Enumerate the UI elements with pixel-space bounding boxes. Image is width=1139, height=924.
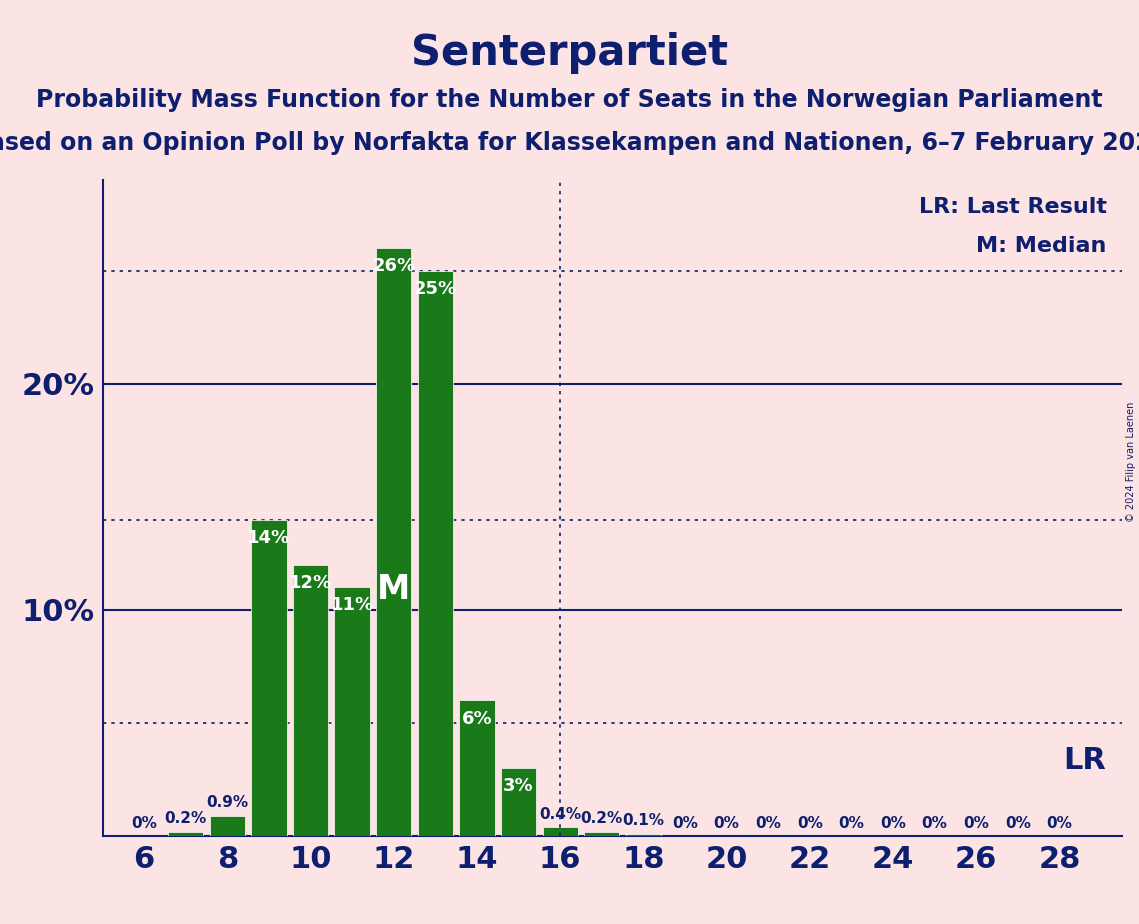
Text: Based on an Opinion Poll by Norfakta for Klassekampen and Nationen, 6–7 February: Based on an Opinion Poll by Norfakta for… bbox=[0, 131, 1139, 155]
Text: © 2024 Filip van Laenen: © 2024 Filip van Laenen bbox=[1126, 402, 1136, 522]
Bar bbox=[169, 832, 204, 836]
Bar bbox=[293, 565, 328, 836]
Bar bbox=[335, 588, 370, 836]
Text: 0%: 0% bbox=[797, 816, 822, 831]
Text: 0.2%: 0.2% bbox=[165, 811, 207, 826]
Bar bbox=[252, 519, 287, 836]
Text: 3%: 3% bbox=[503, 777, 534, 796]
Text: 0.4%: 0.4% bbox=[539, 807, 581, 821]
Text: 0%: 0% bbox=[1005, 816, 1031, 831]
Text: 26%: 26% bbox=[372, 257, 416, 275]
Text: Senterpartiet: Senterpartiet bbox=[411, 32, 728, 74]
Bar bbox=[418, 271, 453, 836]
Text: 0%: 0% bbox=[880, 816, 906, 831]
Text: 0.1%: 0.1% bbox=[622, 813, 664, 828]
Bar bbox=[625, 834, 661, 836]
Text: 0%: 0% bbox=[714, 816, 739, 831]
Bar bbox=[584, 832, 620, 836]
Text: 0%: 0% bbox=[755, 816, 781, 831]
Text: 12%: 12% bbox=[289, 574, 333, 591]
Text: 25%: 25% bbox=[413, 280, 457, 298]
Text: 11%: 11% bbox=[330, 596, 374, 614]
Bar bbox=[501, 769, 536, 836]
Text: 0.2%: 0.2% bbox=[581, 811, 623, 826]
Bar bbox=[376, 248, 411, 836]
Text: LR: LR bbox=[1064, 747, 1107, 775]
Bar bbox=[542, 827, 577, 836]
Text: M: M bbox=[377, 573, 410, 606]
Bar bbox=[459, 700, 494, 836]
Text: 0%: 0% bbox=[964, 816, 990, 831]
Text: 6%: 6% bbox=[461, 710, 492, 727]
Bar bbox=[210, 816, 245, 836]
Text: 14%: 14% bbox=[247, 529, 290, 547]
Text: 0%: 0% bbox=[131, 816, 157, 831]
Text: 0%: 0% bbox=[921, 816, 948, 831]
Text: 0%: 0% bbox=[672, 816, 698, 831]
Text: 0%: 0% bbox=[1047, 816, 1073, 831]
Text: 0.9%: 0.9% bbox=[206, 796, 248, 810]
Text: 0%: 0% bbox=[838, 816, 865, 831]
Text: M: Median: M: Median bbox=[976, 236, 1107, 256]
Text: LR: Last Result: LR: Last Result bbox=[919, 197, 1107, 216]
Text: Probability Mass Function for the Number of Seats in the Norwegian Parliament: Probability Mass Function for the Number… bbox=[36, 88, 1103, 112]
